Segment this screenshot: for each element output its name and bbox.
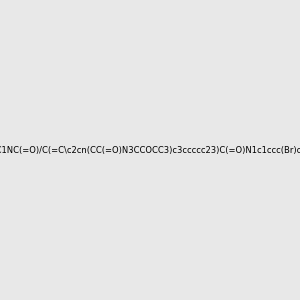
Text: O=C1NC(=O)/C(=C\c2cn(CC(=O)N3CCOCC3)c3ccccc23)C(=O)N1c1ccc(Br)cc1C: O=C1NC(=O)/C(=C\c2cn(CC(=O)N3CCOCC3)c3cc… <box>0 146 300 154</box>
